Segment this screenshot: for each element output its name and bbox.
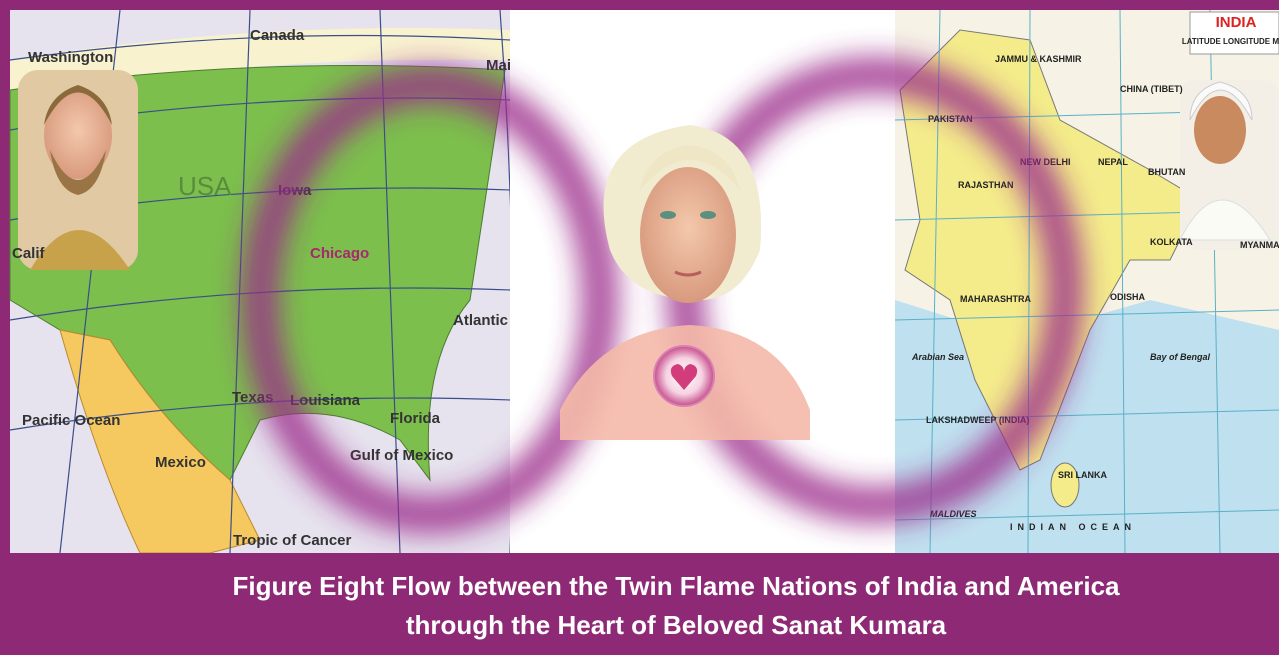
map-label: Tropic of Cancer xyxy=(233,532,352,549)
map-label: INDIAN OCEAN xyxy=(1010,522,1136,532)
map-title: INDIA xyxy=(1216,14,1257,31)
map-label: Canada xyxy=(250,27,305,44)
map-label: Mexico xyxy=(155,454,206,471)
map-label: Washington xyxy=(28,49,113,66)
caption-line: Figure Eight Flow between the Twin Flame… xyxy=(233,571,1121,601)
map-label: ODISHA xyxy=(1110,292,1146,302)
map-label: Bay of Bengal xyxy=(1150,352,1211,362)
map-label: CHINA (TIBET) xyxy=(1120,84,1183,94)
map-label: BHUTAN xyxy=(1148,167,1185,177)
map-label: Chicago xyxy=(310,245,369,262)
map-label: MYANMAR xyxy=(1240,240,1279,250)
map-label: Gulf of Mexico xyxy=(350,447,453,464)
map-label: Pacific Ocean xyxy=(22,412,120,429)
map-subtitle: LATITUDE LONGITUDE MAP xyxy=(1182,37,1279,46)
map-label: Arabian Sea xyxy=(911,352,964,362)
map-label: RAJASTHAN xyxy=(958,180,1014,190)
map-label: NEPAL xyxy=(1098,157,1128,167)
map-label: Florida xyxy=(390,410,441,427)
caption-line: through the Heart of Beloved Sanat Kumar… xyxy=(406,610,947,640)
figure: Canada Washington USA Iowa Chicago Atlan… xyxy=(0,0,1279,655)
map-label: SRI LANKA xyxy=(1058,470,1107,480)
page: Canada Washington USA Iowa Chicago Atlan… xyxy=(0,0,1279,655)
map-label: JAMMU & KASHMIR xyxy=(995,54,1082,64)
map-label: USA xyxy=(178,171,232,201)
map-label: MAHARASHTRA xyxy=(960,294,1031,304)
map-label: KOLKATA xyxy=(1150,237,1193,247)
map-label: Calif xyxy=(12,245,46,262)
